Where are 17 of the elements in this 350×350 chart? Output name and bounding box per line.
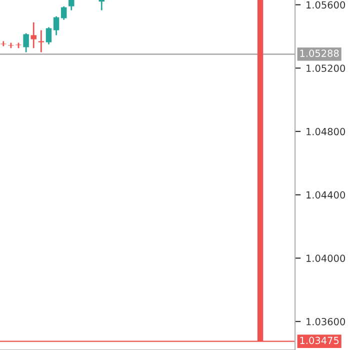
candlestick bbox=[98, 0, 104, 11]
candlestick bbox=[30, 22, 36, 49]
candlestick bbox=[46, 26, 52, 46]
candlestick bbox=[0, 40, 6, 47]
y-tick-label: 1.04800 bbox=[306, 128, 346, 136]
candlestick bbox=[60, 6, 67, 20]
y-tick-label: 1.04000 bbox=[306, 254, 346, 262]
y-tick-label: 1.03600 bbox=[306, 318, 346, 326]
candlestick bbox=[53, 16, 60, 36]
candlestick bbox=[38, 30, 44, 53]
y-tick-label: 1.05600 bbox=[306, 1, 346, 9]
ref-line-label: 1.05288 bbox=[300, 50, 339, 57]
y-tick-label: 1.04400 bbox=[306, 191, 346, 199]
candlestick bbox=[68, 0, 74, 11]
y-tick-label: 1.05200 bbox=[306, 64, 346, 72]
candlestick bbox=[23, 32, 29, 53]
ref-line-label: 1.03475 bbox=[300, 336, 339, 344]
